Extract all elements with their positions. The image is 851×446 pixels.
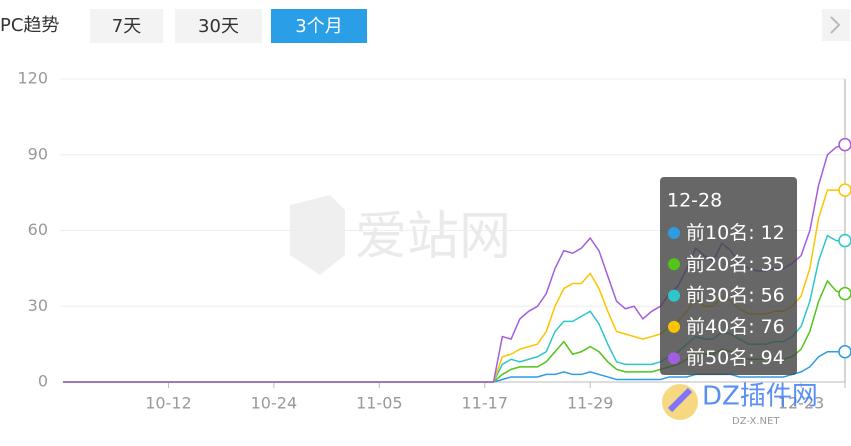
series-value: 35 bbox=[761, 253, 785, 275]
tooltip-row: 前40名: 76 bbox=[686, 315, 785, 337]
end-point bbox=[838, 183, 851, 197]
separator: : bbox=[748, 222, 754, 244]
next-button[interactable] bbox=[822, 9, 850, 41]
watermark-text: 爱站网 bbox=[355, 207, 511, 267]
y-tick-label: 60 bbox=[28, 220, 48, 239]
range-button[interactable] bbox=[175, 9, 262, 43]
tooltip-row: 前10名: 12 bbox=[686, 222, 785, 244]
series-name: 前30名 bbox=[686, 284, 748, 306]
y-tick-label: 30 bbox=[28, 296, 48, 315]
range-button-label: 7天 bbox=[112, 16, 141, 37]
dz-text: DZ插件网 bbox=[702, 382, 818, 412]
tooltip-row: 前20名: 35 bbox=[686, 253, 785, 275]
range-button-label: 3个月 bbox=[295, 16, 342, 37]
x-tick-label: 10-24 bbox=[251, 394, 298, 413]
tooltip-dot bbox=[668, 258, 680, 271]
x-tick-label: 11-29 bbox=[567, 394, 614, 413]
site-watermark: 爱站网 bbox=[290, 195, 511, 275]
x-tick-label: 11-17 bbox=[462, 394, 509, 413]
tooltip-title: 12-28 bbox=[667, 190, 722, 212]
series-value: 76 bbox=[761, 315, 785, 337]
series-value: 56 bbox=[761, 284, 785, 306]
y-tick-label: 0 bbox=[38, 372, 48, 391]
dz-watermark: DZ插件网 DZ-X.NET bbox=[662, 382, 818, 427]
series-name: 前10名 bbox=[686, 222, 748, 244]
tooltip-dot bbox=[668, 227, 680, 239]
x-tick-label: 12-23 bbox=[778, 394, 825, 413]
end-point bbox=[838, 344, 851, 359]
x-tick-label: 10-12 bbox=[145, 394, 192, 413]
series-name: 前40名 bbox=[686, 315, 748, 337]
tooltip-row: 前50名: 94 bbox=[686, 347, 785, 369]
separator: : bbox=[748, 253, 754, 275]
series-name: 前20名 bbox=[686, 253, 748, 275]
series-value: 12 bbox=[761, 222, 785, 244]
tooltip-dot bbox=[668, 289, 680, 302]
series-name: 前50名 bbox=[686, 347, 748, 369]
separator: : bbox=[748, 315, 754, 337]
next-arrow bbox=[830, 16, 841, 34]
end-point bbox=[838, 137, 851, 152]
separator: : bbox=[748, 284, 754, 306]
end-point bbox=[838, 286, 851, 301]
range-button[interactable] bbox=[271, 9, 367, 43]
dz-url: DZ-X.NET bbox=[732, 416, 780, 427]
separator: : bbox=[748, 347, 754, 369]
series-value: 94 bbox=[761, 347, 785, 369]
y-tick-label: 90 bbox=[28, 144, 48, 163]
range-button-label: 30天 bbox=[198, 16, 239, 37]
y-tick-label: 120 bbox=[17, 69, 48, 88]
header-label: PC趋势 bbox=[0, 15, 59, 36]
end-point bbox=[838, 233, 851, 248]
x-tick-label: 11-05 bbox=[356, 394, 403, 413]
tooltip-row: 前30名: 56 bbox=[686, 284, 785, 306]
tooltip bbox=[660, 177, 797, 375]
range-button[interactable] bbox=[90, 9, 163, 43]
tooltip-dot bbox=[668, 352, 680, 365]
tooltip-dot bbox=[668, 320, 680, 333]
